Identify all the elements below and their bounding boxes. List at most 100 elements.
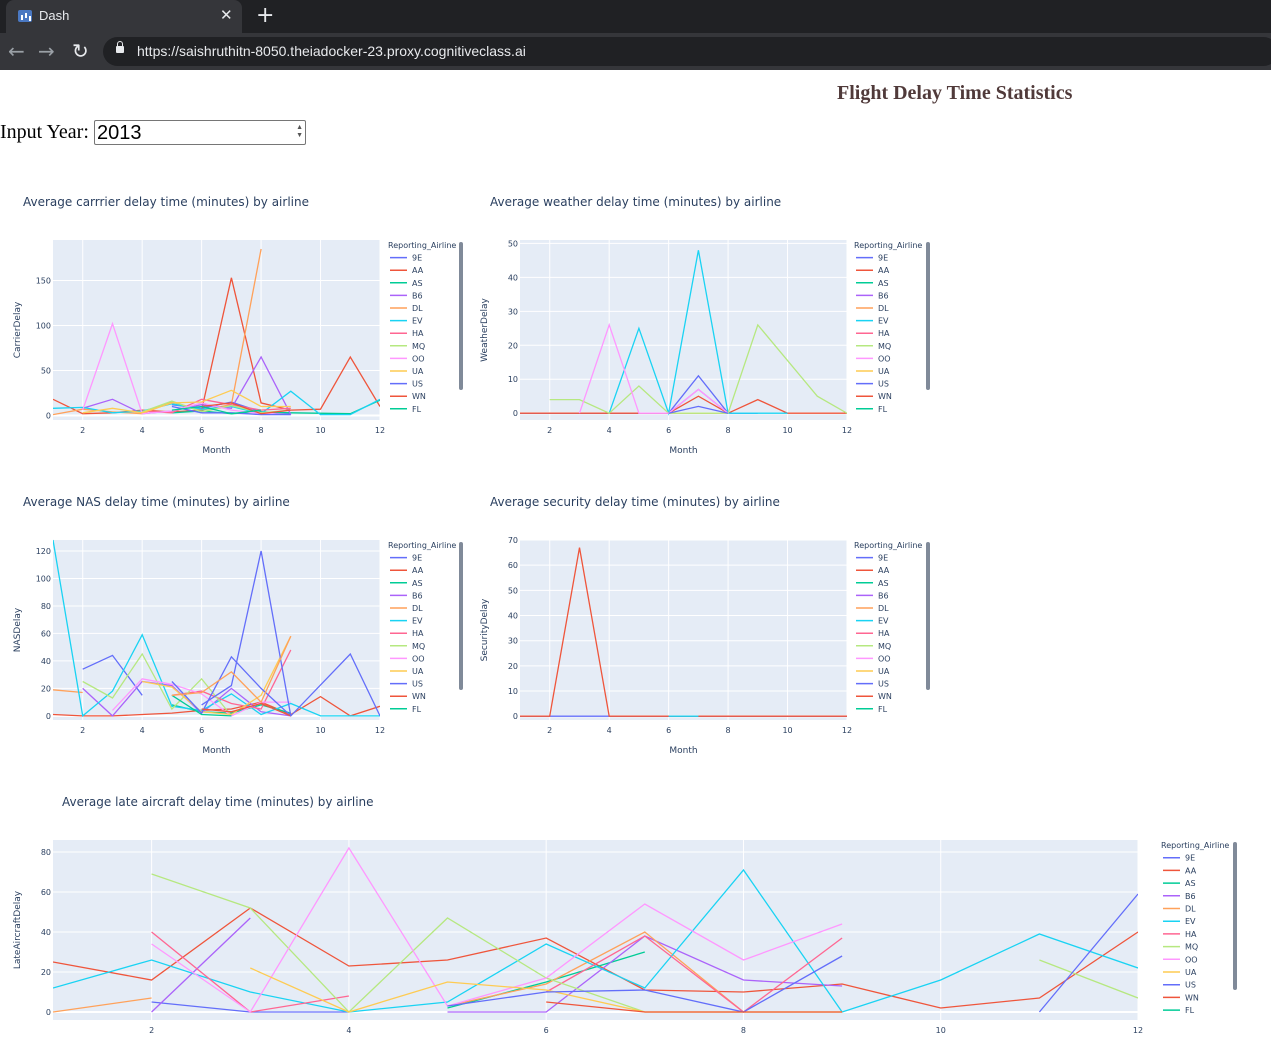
legend-item-wn[interactable]: WN [878,692,892,701]
legend-item-ha[interactable]: HA [878,329,890,338]
legend-item-ha[interactable]: HA [412,629,424,638]
series-line-ha[interactable] [171,649,292,710]
series-line-9e[interactable] [201,550,292,717]
reload-icon[interactable]: ↻ [72,39,89,63]
series-line-us[interactable] [1038,893,1138,1013]
legend-item-us[interactable]: US [878,380,889,389]
legend-item-wn[interactable]: WN [412,392,426,401]
legend-item-as[interactable]: AS [878,579,889,588]
legend-item-wn[interactable]: WN [1185,993,1199,1002]
series-line-dl[interactable] [171,635,292,704]
legend-item-dl[interactable]: DL [878,304,889,313]
legend-item-wn[interactable]: WN [412,692,426,701]
legend-item-ua[interactable]: UA [878,367,890,376]
legend-item-9e[interactable]: 9E [412,554,422,563]
legend-item-aa[interactable]: AA [1185,866,1197,875]
forward-icon[interactable]: → [38,39,55,63]
legend-item-b6[interactable]: B6 [412,591,423,600]
legend-item-oo[interactable]: OO [412,654,425,663]
legend-item-b6[interactable]: B6 [878,591,889,600]
series-line-as[interactable] [171,399,380,415]
legend-item-mq[interactable]: MQ [878,342,891,351]
legend-item-as[interactable]: AS [878,279,889,288]
legend-item-ua[interactable]: UA [878,667,890,676]
legend-item-oo[interactable]: OO [412,354,425,363]
series-line-dl[interactable] [53,689,83,694]
legend-item-b6[interactable]: B6 [878,291,889,300]
legend-item-mq[interactable]: MQ [412,642,425,651]
series-line-wn[interactable] [546,1001,843,1013]
legend-item-as[interactable]: AS [412,279,423,288]
legend-item-oo[interactable]: OO [878,654,891,663]
legend-scrollbar[interactable] [459,242,463,390]
legend-item-9e[interactable]: 9E [878,254,888,263]
legend-item-oo[interactable]: OO [878,354,891,363]
legend-item-as[interactable]: AS [1185,879,1196,888]
legend-item-ha[interactable]: HA [878,629,890,638]
legend-item-ua[interactable]: UA [412,367,424,376]
series-line-wn[interactable] [201,402,291,415]
legend-item-mq[interactable]: MQ [1185,943,1198,952]
legend-scrollbar[interactable] [926,542,930,690]
series-line-dl[interactable] [53,997,152,1013]
legend-scrollbar[interactable] [926,242,930,390]
series-line-aa[interactable] [520,395,847,414]
legend-item-aa[interactable]: AA [412,566,424,575]
legend-item-ha[interactable]: HA [1185,930,1197,939]
legend-item-ev[interactable]: EV [1185,917,1196,926]
legend-item-dl[interactable]: DL [1185,905,1196,914]
legend-item-9e[interactable]: 9E [1185,854,1195,863]
legend-item-b6[interactable]: B6 [412,291,423,300]
legend-item-aa[interactable]: AA [878,266,890,275]
legend-item-ev[interactable]: EV [878,617,889,626]
series-line-us[interactable] [668,405,729,414]
legend-scrollbar[interactable] [459,542,463,690]
series-line-fl[interactable] [171,694,232,717]
legend-item-fl[interactable]: FL [878,405,888,414]
legend-item-ev[interactable]: EV [412,617,423,626]
legend-item-oo[interactable]: OO [1185,955,1198,964]
series-line-oo[interactable] [82,321,291,416]
series-line-9e[interactable] [82,654,143,696]
series-line-aa[interactable] [53,695,380,717]
legend-item-dl[interactable]: DL [412,304,423,313]
year-input[interactable]: 2013 ▲ ▼ [94,120,306,145]
series-line-aa[interactable] [53,277,380,415]
legend-item-fl[interactable]: FL [412,705,422,714]
series-line-dl[interactable] [447,931,744,1013]
legend-item-ev[interactable]: EV [878,317,889,326]
series-line-ev[interactable] [53,868,1138,1013]
legend-item-mq[interactable]: MQ [412,342,425,351]
legend-item-mq[interactable]: MQ [878,642,891,651]
legend-item-dl[interactable]: DL [878,604,889,613]
spinner-icon[interactable]: ▲ ▼ [296,124,303,139]
legend-scrollbar[interactable] [1233,842,1237,990]
series-line-us[interactable] [171,405,291,416]
series-line-ua[interactable] [142,635,292,716]
series-line-us[interactable] [171,652,380,717]
address-bar[interactable]: https://saishruthitn-8050.theiadocker-23… [103,37,1271,66]
legend-item-us[interactable]: US [1185,981,1196,990]
legend-item-aa[interactable]: AA [878,566,890,575]
series-line-mq[interactable] [141,400,291,414]
legend-item-fl[interactable]: FL [878,705,888,714]
series-line-us[interactable] [447,955,843,1013]
legend-item-us[interactable]: US [878,680,889,689]
series-line-oo[interactable] [578,322,729,414]
series-line-ha[interactable] [545,935,843,1013]
legend-item-b6[interactable]: B6 [1185,892,1196,901]
series-line-mq[interactable] [1039,959,1138,999]
close-tab-icon[interactable]: ✕ [220,6,233,24]
legend-item-9e[interactable]: 9E [412,254,422,263]
legend-item-us[interactable]: US [412,380,423,389]
series-line-wn[interactable] [201,702,292,717]
series-line-oo[interactable] [151,846,843,1013]
legend-item-ua[interactable]: UA [1185,968,1197,977]
series-line-ev[interactable] [53,390,380,416]
series-line-b6[interactable] [151,917,251,1013]
series-line-mq[interactable] [549,323,847,414]
legend-item-us[interactable]: US [412,680,423,689]
legend-item-ev[interactable]: EV [412,317,423,326]
new-tab-icon[interactable]: + [256,3,275,28]
series-line-fl[interactable] [171,405,262,415]
